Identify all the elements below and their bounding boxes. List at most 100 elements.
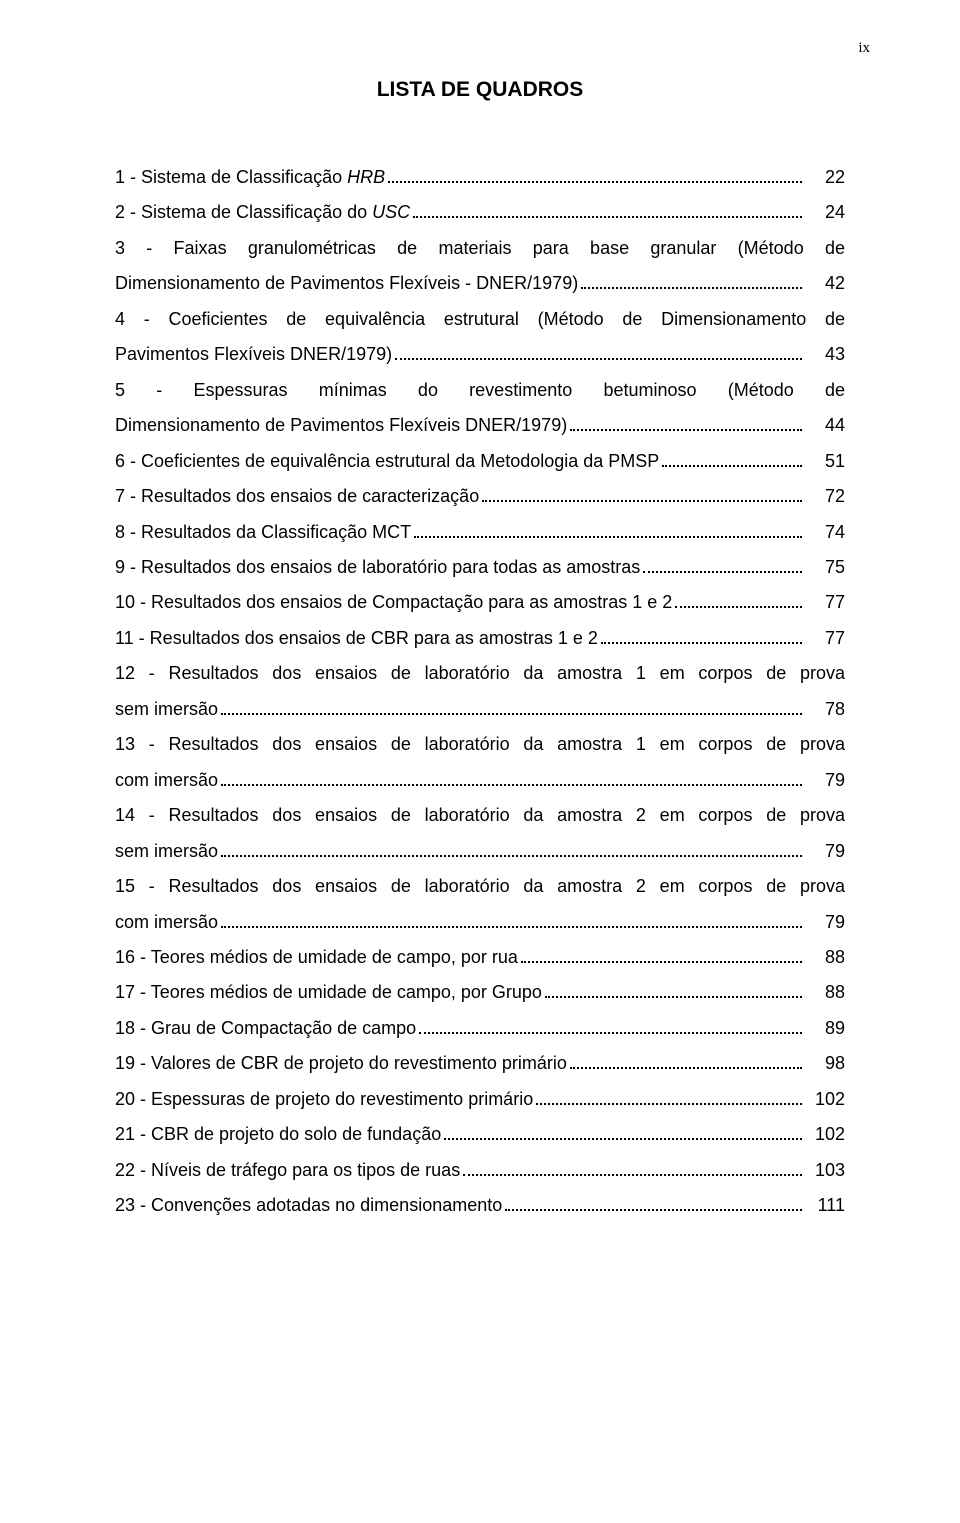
toc-entry-page: 102	[805, 1082, 845, 1117]
toc-leader-dots	[221, 768, 802, 785]
toc-entry-label: sem imersão	[115, 692, 218, 727]
toc-text-segment: 10 - Resultados dos ensaios de Compactaç…	[115, 592, 672, 612]
toc-entry-continuation: 13 - Resultados dos ensaios de laboratór…	[115, 727, 845, 762]
toc-entry-continuation: 3 - Faixas granulométricas de materiais …	[115, 231, 845, 266]
toc-text-segment: 16 - Teores médios de umidade de campo, …	[115, 947, 518, 967]
toc-entry: 8 - Resultados da Classificação MCT 74	[115, 515, 845, 550]
toc-leader-dots	[570, 1052, 802, 1069]
toc-entry: 21 - CBR de projeto do solo de fundação1…	[115, 1117, 845, 1152]
toc-text-segment: 5 - Espessuras mínimas do revestimento b…	[115, 380, 845, 400]
toc-entry-page: 77	[805, 585, 845, 620]
toc-text-segment: 20 - Espessuras de projeto do revestimen…	[115, 1089, 533, 1109]
document-page: ix LISTA DE QUADROS 1 - Sistema de Class…	[0, 0, 960, 1523]
toc-entry: Dimensionamento de Pavimentos Flexíveis …	[115, 408, 845, 443]
toc-leader-dots	[581, 272, 802, 289]
toc-text-segment: 23 - Convenções adotadas no dimensioname…	[115, 1195, 502, 1215]
toc-entry-continuation: 14 - Resultados dos ensaios de laboratór…	[115, 798, 845, 833]
toc-entry: 11 - Resultados dos ensaios de CBR para …	[115, 621, 845, 656]
toc-entry-label: 6 - Coeficientes de equivalência estrutu…	[115, 444, 659, 479]
toc-entry-label: 10 - Resultados dos ensaios de Compactaç…	[115, 585, 672, 620]
toc-entry: Dimensionamento de Pavimentos Flexíveis …	[115, 266, 845, 301]
toc-leader-dots	[521, 946, 802, 963]
toc-entry-page: 103	[805, 1153, 845, 1188]
toc-entry-label: 17 - Teores médios de umidade de campo, …	[115, 975, 542, 1010]
toc-text-segment: 19 - Valores de CBR de projeto do revest…	[115, 1053, 567, 1073]
toc-text-segment: Dimensionamento de Pavimentos Flexíveis …	[115, 273, 578, 293]
toc-entry-page: 43	[805, 337, 845, 372]
toc-leader-dots	[413, 201, 802, 218]
toc-entry-label: com imersão	[115, 905, 218, 940]
toc-entry-page: 75	[805, 550, 845, 585]
toc-entry: 18 - Grau de Compactação de campo 89	[115, 1011, 845, 1046]
toc-entry-label: sem imersão	[115, 834, 218, 869]
toc-text-segment: 12 - Resultados dos ensaios de laboratór…	[115, 663, 845, 683]
toc-entry-label: 9 - Resultados dos ensaios de laboratóri…	[115, 550, 640, 585]
toc-leader-dots	[388, 166, 802, 183]
toc-entry-label: 1 - Sistema de Classificação HRB	[115, 160, 385, 195]
toc-entry: Pavimentos Flexíveis DNER/1979) 43	[115, 337, 845, 372]
toc-leader-dots	[419, 1017, 802, 1034]
toc-text-segment: 14 - Resultados dos ensaios de laboratór…	[115, 805, 845, 825]
toc-text-segment: 15 - Resultados dos ensaios de laboratór…	[115, 876, 845, 896]
toc-leader-dots	[221, 698, 802, 715]
toc-text-segment: 4 - Coeficientes de equivalência estrutu…	[115, 309, 845, 329]
toc-entry-label: com imersão	[115, 763, 218, 798]
toc-entry-page: 79	[805, 834, 845, 869]
toc-text-segment: 17 - Teores médios de umidade de campo, …	[115, 982, 542, 1002]
toc-entry-label: 16 - Teores médios de umidade de campo, …	[115, 940, 518, 975]
toc-text-segment: 2 - Sistema de Classificação do	[115, 202, 372, 222]
page-corner-number: ix	[858, 40, 870, 57]
toc-entry-continuation: 4 - Coeficientes de equivalência estrutu…	[115, 302, 845, 337]
toc-entry-page: 111	[805, 1188, 845, 1223]
toc-text-segment: Pavimentos Flexíveis DNER/1979)	[115, 344, 392, 364]
toc-entry: 7 - Resultados dos ensaios de caracteriz…	[115, 479, 845, 514]
toc-text-segment: 7 - Resultados dos ensaios de caracteriz…	[115, 486, 479, 506]
table-of-contents: 1 - Sistema de Classificação HRB 22 2 - Si…	[115, 160, 845, 1224]
toc-entry-page: 79	[805, 763, 845, 798]
toc-entry-label: 7 - Resultados dos ensaios de caracteriz…	[115, 479, 479, 514]
toc-leader-dots	[570, 414, 802, 431]
toc-text-segment: 9 - Resultados dos ensaios de laboratóri…	[115, 557, 640, 577]
toc-leader-dots	[662, 449, 802, 466]
toc-leader-dots	[643, 556, 802, 573]
toc-entry-page: 24	[805, 195, 845, 230]
toc-entry: 6 - Coeficientes de equivalência estrutu…	[115, 444, 845, 479]
toc-entry-label: Dimensionamento de Pavimentos Flexíveis …	[115, 408, 567, 443]
toc-entry-page: 78	[805, 692, 845, 727]
toc-text-segment: 6 - Coeficientes de equivalência estrutu…	[115, 451, 659, 471]
toc-text-segment: 8 - Resultados da Classificação MCT	[115, 522, 411, 542]
toc-leader-dots	[536, 1087, 802, 1104]
toc-entry-page: 44	[805, 408, 845, 443]
toc-entry-label: 11 - Resultados dos ensaios de CBR para …	[115, 621, 598, 656]
toc-text-segment: com imersão	[115, 912, 218, 932]
toc-entry: 9 - Resultados dos ensaios de laboratóri…	[115, 550, 845, 585]
toc-entry-label: Pavimentos Flexíveis DNER/1979)	[115, 337, 392, 372]
toc-entry: sem imersão 79	[115, 834, 845, 869]
toc-text-segment: 11 - Resultados dos ensaios de CBR para …	[115, 628, 598, 648]
toc-leader-dots	[482, 485, 802, 502]
toc-text-segment: 1 - Sistema de Classificação	[115, 167, 347, 187]
toc-entry-label: 21 - CBR de projeto do solo de fundação	[115, 1117, 441, 1152]
toc-entry-label: 22 - Níveis de tráfego para os tipos de …	[115, 1153, 460, 1188]
toc-entry-page: 22	[805, 160, 845, 195]
toc-text-segment: HRB	[347, 167, 385, 187]
toc-entry-page: 98	[805, 1046, 845, 1081]
toc-entry: 17 - Teores médios de umidade de campo, …	[115, 975, 845, 1010]
toc-entry-continuation: 12 - Resultados dos ensaios de laboratór…	[115, 656, 845, 691]
toc-leader-dots	[414, 520, 802, 537]
toc-leader-dots	[505, 1194, 802, 1211]
toc-text-segment: 18 - Grau de Compactação de campo	[115, 1018, 416, 1038]
toc-entry: sem imersão 78	[115, 692, 845, 727]
toc-leader-dots	[395, 343, 802, 360]
toc-entry-page: 89	[805, 1011, 845, 1046]
toc-entry-page: 74	[805, 515, 845, 550]
toc-text-segment: 21 - CBR de projeto do solo de fundação	[115, 1124, 441, 1144]
toc-text-segment: USC	[372, 202, 410, 222]
toc-entry: com imersão 79	[115, 905, 845, 940]
toc-leader-dots	[463, 1158, 802, 1175]
toc-entry-page: 79	[805, 905, 845, 940]
toc-entry-page: 88	[805, 940, 845, 975]
toc-entry-label: 19 - Valores de CBR de projeto do revest…	[115, 1046, 567, 1081]
toc-leader-dots	[545, 981, 802, 998]
toc-entry: 20 - Espessuras de projeto do revestimen…	[115, 1082, 845, 1117]
